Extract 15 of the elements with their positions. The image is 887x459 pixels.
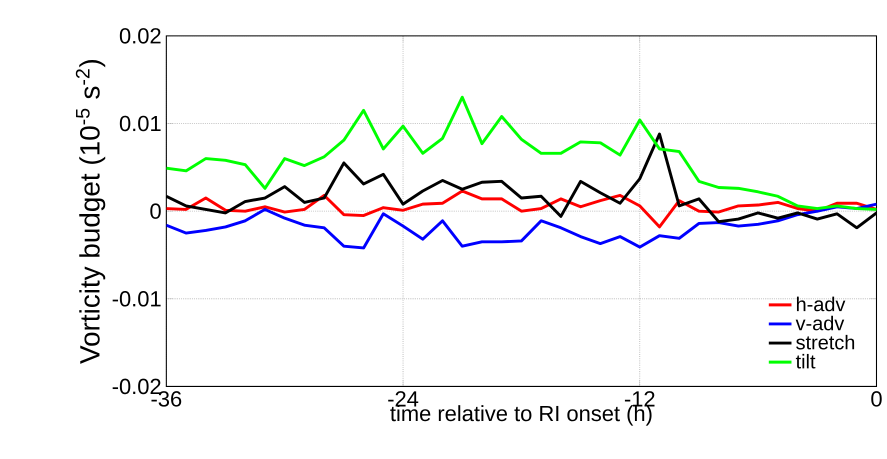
legend-label: v-adv <box>796 316 844 330</box>
x-tick-label: 0 <box>871 391 882 407</box>
line-series <box>166 202 876 250</box>
legend-label: h-adv <box>796 296 846 312</box>
legend-label: stretch <box>796 334 854 350</box>
y-axis-title: Vorticity budget (10$^{-5}$ s$^{-2}$) <box>76 60 106 364</box>
x-tick-label: -24 <box>388 391 418 406</box>
line-series <box>166 96 876 211</box>
x-tick-label: -12 <box>624 391 654 406</box>
legend-label: tilt <box>796 354 816 368</box>
y-tick-label: 0 <box>150 203 161 219</box>
y-tick-label: 0.01 <box>120 116 161 132</box>
y-tick-label: -0.01 <box>112 290 161 306</box>
x-axis-title: time relative to RI onset (h) <box>390 405 652 426</box>
y-tick-label: 0.02 <box>120 28 161 44</box>
